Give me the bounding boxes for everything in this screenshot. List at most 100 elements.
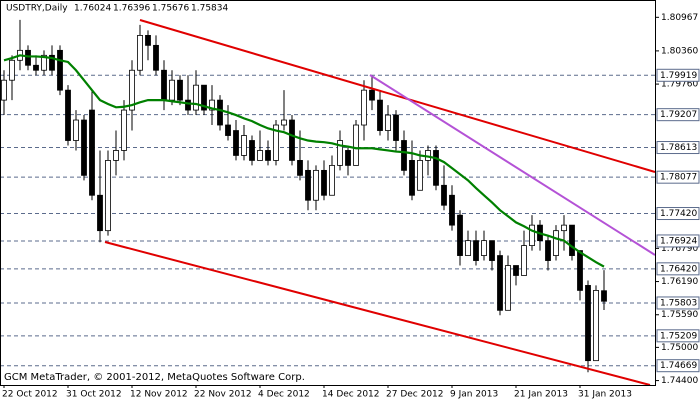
candle-body <box>369 89 375 101</box>
y-tick-label: 1.76790 <box>661 244 698 254</box>
candle-body <box>497 255 503 311</box>
candle-body <box>297 160 303 176</box>
level-label: 1.79207 <box>660 110 697 120</box>
candle-body <box>433 150 439 186</box>
level-label-box <box>656 359 700 373</box>
ohlc-open: 1.76024 <box>74 4 111 14</box>
candle-body <box>513 265 519 276</box>
candle-body <box>9 59 15 81</box>
candle-body <box>353 124 359 166</box>
plot-frame <box>0 0 656 386</box>
candle-body <box>273 124 279 161</box>
level-label: 1.78077 <box>660 173 697 183</box>
candle-body <box>385 114 391 131</box>
candle-body <box>257 150 263 161</box>
candle-body <box>113 150 119 161</box>
candle-body <box>449 194 455 226</box>
candle-body <box>49 54 55 71</box>
level-label-box <box>656 141 700 155</box>
candle-body <box>137 35 143 71</box>
chart-title: USDTRY,Daily <box>6 4 68 14</box>
candle-body <box>545 240 551 261</box>
level-label-box <box>656 234 700 248</box>
candle-body <box>169 79 175 101</box>
candle-body <box>129 69 135 111</box>
candle-body <box>177 79 183 101</box>
candle-body <box>401 140 407 171</box>
ohlc-high: 1.76396 <box>113 4 150 14</box>
candle-body <box>337 140 343 166</box>
candle-body <box>153 44 159 71</box>
trend-line <box>369 74 656 256</box>
y-tick-label: 1.75590 <box>661 310 698 320</box>
x-tick-label: 27 Dec 2012 <box>386 390 444 400</box>
candle-body <box>1 79 7 101</box>
candle-body <box>233 130 239 156</box>
x-tick-label: 14 Dec 2012 <box>322 390 380 400</box>
y-tick-label: 1.80360 <box>661 46 698 56</box>
candle-body <box>569 224 575 256</box>
candle-body <box>601 290 607 302</box>
candle-body <box>553 230 559 256</box>
candle-body <box>209 99 215 111</box>
level-label: 1.75209 <box>660 331 697 341</box>
candle-body <box>593 290 599 362</box>
level-label-box <box>656 262 700 276</box>
candle-body <box>73 119 79 141</box>
level-label: 1.79919 <box>660 71 697 81</box>
level-label-box <box>656 68 700 82</box>
x-tick-label: 9 Jan 2013 <box>450 390 498 400</box>
y-tick-label: 1.74400 <box>661 376 698 386</box>
candle-body <box>25 49 31 66</box>
level-label: 1.74669 <box>660 361 697 371</box>
level-label-box <box>656 108 700 122</box>
candle-body <box>57 49 63 91</box>
candle-body <box>577 250 583 291</box>
level-label: 1.75803 <box>660 298 697 308</box>
candle-body <box>185 99 191 111</box>
candle-body <box>561 224 567 232</box>
x-tick-label: 22 Oct 2012 <box>2 390 58 400</box>
candle-body <box>105 160 111 232</box>
level-label-box <box>656 207 700 221</box>
x-tick-label: 31 Oct 2012 <box>66 390 122 400</box>
candle-body <box>529 224 535 247</box>
candle-body <box>225 124 231 136</box>
level-label: 1.76924 <box>660 236 697 246</box>
x-tick-label: 31 Jan 2013 <box>578 390 632 400</box>
candle-body <box>457 214 463 256</box>
candle-body <box>345 150 351 166</box>
candle-body <box>377 99 383 131</box>
candle-body <box>41 54 47 71</box>
candle-body <box>81 119 87 176</box>
x-tick-label: 22 Nov 2012 <box>194 390 252 400</box>
candle-body <box>505 265 511 311</box>
level-label: 1.77420 <box>660 209 697 219</box>
candle-body <box>289 119 295 161</box>
y-tick-label: 1.75000 <box>661 343 698 353</box>
candle-body <box>217 99 223 126</box>
x-tick-label: 21 Jan 2013 <box>514 390 568 400</box>
ohlc-close: 1.75834 <box>191 4 228 14</box>
plot-area <box>0 19 655 373</box>
candle-body <box>265 150 271 161</box>
level-label: 1.76420 <box>660 264 697 274</box>
candle-body <box>241 135 247 156</box>
candle-body <box>481 240 487 256</box>
candle-body <box>409 160 415 196</box>
candle-body <box>33 64 39 71</box>
candle-body <box>521 245 527 276</box>
trend-line <box>139 19 656 173</box>
candle-body <box>473 240 479 261</box>
candle-body <box>489 240 495 261</box>
candle-body <box>313 169 319 201</box>
candle-body <box>393 114 399 141</box>
y-tick-label: 1.80967 <box>661 13 698 23</box>
watermark: GCM MetaTrader, © 2001-2012, MetaQuotes … <box>4 372 305 383</box>
candle-body <box>321 169 327 196</box>
x-tick-label: 12 Nov 2012 <box>130 390 188 400</box>
candle-body <box>89 109 95 196</box>
x-tick-label: 4 Dec 2012 <box>258 390 310 400</box>
